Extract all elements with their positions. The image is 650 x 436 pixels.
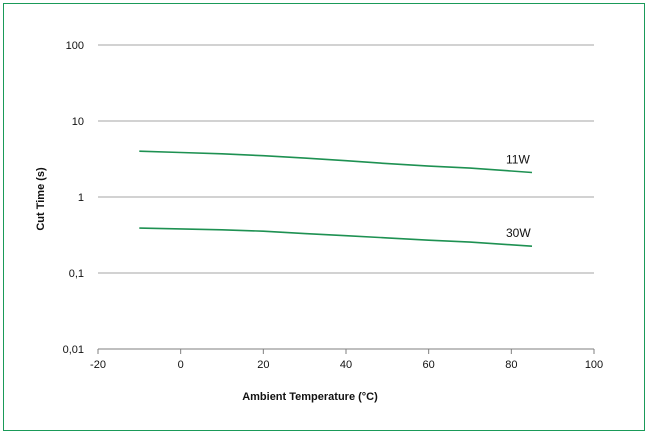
x-tick-label: 0 xyxy=(178,359,184,371)
axis-layer: 0,01 0,1 1 10 100 -20 0 20 40 60 80 100 xyxy=(63,40,604,371)
x-axis-title: Ambient Temperature (°C) xyxy=(242,391,378,403)
y-tick-label: 0,01 xyxy=(63,344,84,356)
series-label-30w: 30W xyxy=(506,226,531,240)
chart-frame: 0,01 0,1 1 10 100 -20 0 20 40 60 80 100 11W 30W Ambi… xyxy=(3,3,645,431)
y-tick-label: 100 xyxy=(66,40,84,52)
grid-layer xyxy=(98,44,594,350)
chart-svg: 0,01 0,1 1 10 100 -20 0 20 40 60 80 100 11W 30W Ambi… xyxy=(35,40,604,403)
y-tick-label: 1 xyxy=(78,192,84,204)
series-line-30w xyxy=(139,227,533,247)
y-tick-label: 10 xyxy=(72,116,84,128)
series-layer xyxy=(139,150,533,247)
series-line-11w xyxy=(139,150,533,174)
x-tick-label: 60 xyxy=(423,359,435,371)
y-tick-label: 0,1 xyxy=(69,268,84,280)
series-label-11w: 11W xyxy=(506,153,530,167)
x-tick-label: -20 xyxy=(90,359,106,371)
x-tick-label: 100 xyxy=(585,359,603,371)
x-tick-label: 40 xyxy=(340,359,352,371)
y-axis-title: Cut Time (s) xyxy=(35,167,47,231)
x-tick-label: 80 xyxy=(505,359,517,371)
x-tick-label: 20 xyxy=(257,359,269,371)
label-layer: 11W 30W xyxy=(506,153,531,241)
